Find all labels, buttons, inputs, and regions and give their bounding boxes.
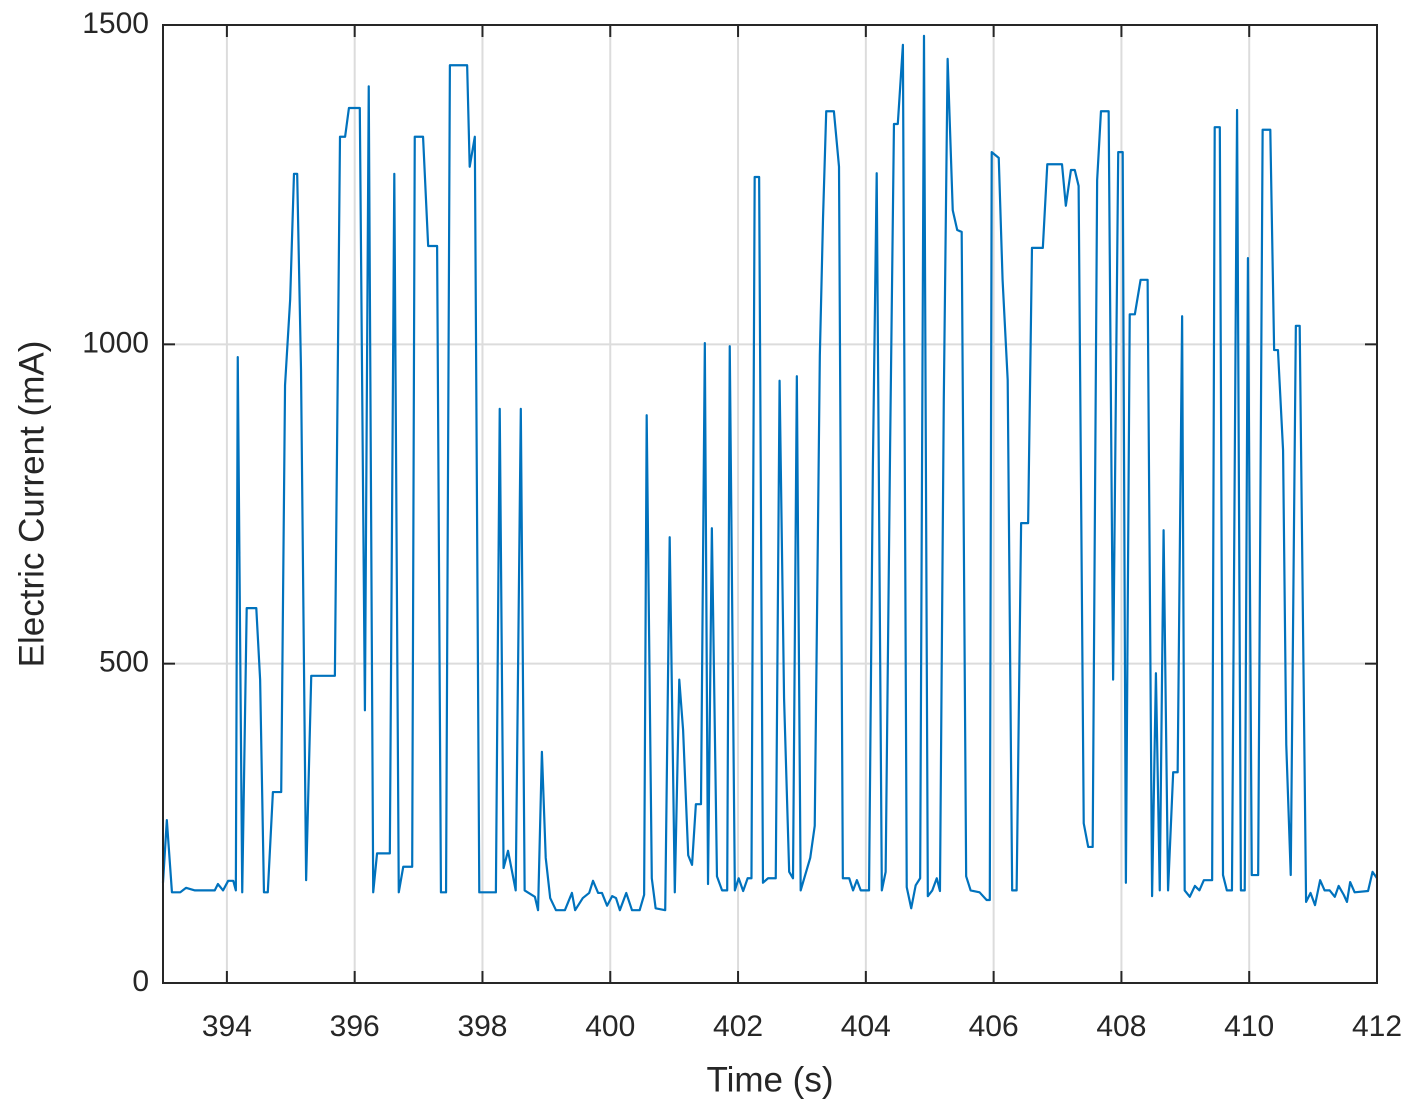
x-tick-label: 406	[969, 1010, 1019, 1043]
x-tick-label: 398	[457, 1010, 507, 1043]
x-tick-label: 412	[1352, 1010, 1402, 1043]
y-axis-label: Electric Current (mA)	[12, 341, 51, 668]
y-tick-label: 1000	[82, 326, 149, 359]
x-axis-label: Time (s)	[706, 1060, 833, 1099]
x-tick-label: 408	[1096, 1010, 1146, 1043]
y-tick-label: 1500	[82, 7, 149, 40]
x-tick-label: 394	[202, 1010, 252, 1043]
x-tick-label: 402	[713, 1010, 763, 1043]
axes-box	[162, 24, 1378, 984]
plot-area	[161, 34, 1378, 912]
ticks: 394 396 398 400 402 404 406 408 410 412 0 500 1000 15…	[82, 7, 1402, 1043]
x-tick-label: 404	[841, 1010, 891, 1043]
x-tick-label: 410	[1224, 1010, 1274, 1043]
y-tick-label: 0	[132, 965, 149, 998]
y-tick-label: 500	[99, 646, 149, 679]
x-tick-label: 396	[330, 1010, 380, 1043]
x-tick-label: 400	[585, 1010, 635, 1043]
data-line	[161, 34, 1378, 912]
